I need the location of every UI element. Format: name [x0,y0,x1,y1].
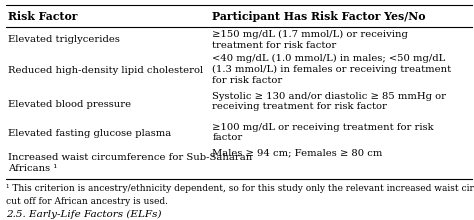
Text: <40 mg/dL (1.0 mmol/L) in males; <50 mg/dL
(1.3 mmol/L) in females or receiving : <40 mg/dL (1.0 mmol/L) in males; <50 mg/… [212,54,451,85]
Text: cut off for African ancestry is used.: cut off for African ancestry is used. [6,197,168,206]
Text: Elevated blood pressure: Elevated blood pressure [8,100,131,109]
Text: Participant Has Risk Factor Yes/No: Participant Has Risk Factor Yes/No [212,11,426,22]
Text: Risk Factor: Risk Factor [8,11,77,22]
Text: Systolic ≥ 130 and/or diastolic ≥ 85 mmHg or
receiving treatment for risk factor: Systolic ≥ 130 and/or diastolic ≥ 85 mmH… [212,92,446,112]
Text: Increased waist circumference for Sub-Saharan
Africans ¹: Increased waist circumference for Sub-Sa… [8,153,252,173]
Text: Males ≥ 94 cm; Females ≥ 80 cm: Males ≥ 94 cm; Females ≥ 80 cm [212,149,383,158]
Text: Reduced high-density lipid cholesterol: Reduced high-density lipid cholesterol [8,66,203,75]
Text: ≥100 mg/dL or receiving treatment for risk
factor: ≥100 mg/dL or receiving treatment for ri… [212,123,434,142]
Text: Elevated fasting glucose plasma: Elevated fasting glucose plasma [8,129,171,138]
Text: ¹ This criterion is ancestry/ethnicity dependent, so for this study only the rel: ¹ This criterion is ancestry/ethnicity d… [6,184,474,193]
Text: Elevated triglycerides: Elevated triglycerides [8,35,119,44]
Text: ≥150 mg/dL (1.7 mmol/L) or receiving
treatment for risk factor: ≥150 mg/dL (1.7 mmol/L) or receiving tre… [212,30,408,50]
Text: 2.5. Early-Life Factors (ELFs): 2.5. Early-Life Factors (ELFs) [6,210,161,219]
